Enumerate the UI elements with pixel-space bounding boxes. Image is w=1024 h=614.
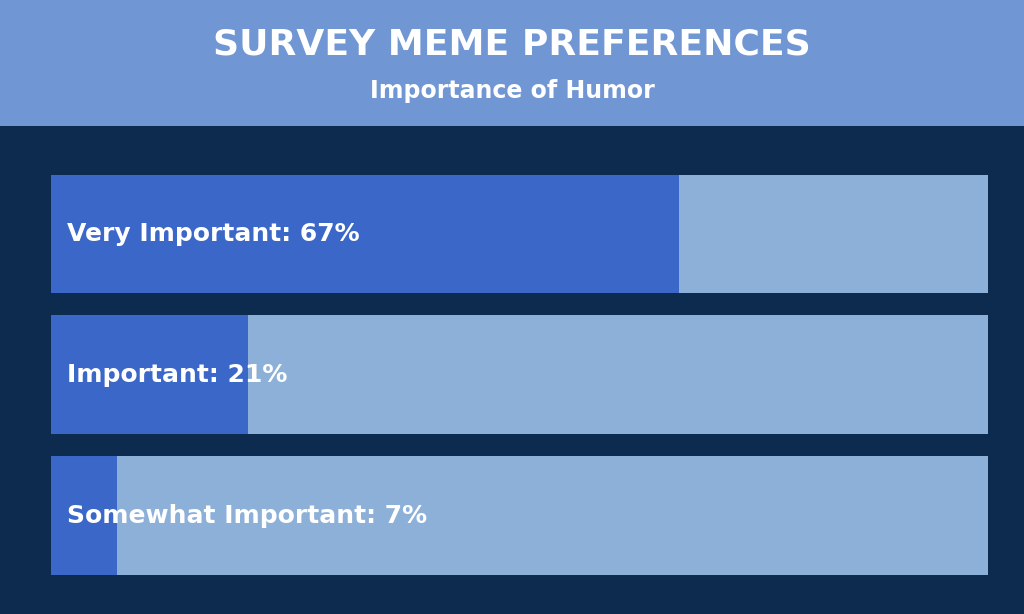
- Text: Important: 21%: Important: 21%: [67, 363, 287, 387]
- Bar: [0, 0, 1024, 126]
- Text: Somewhat Important: 7%: Somewhat Important: 7%: [67, 503, 427, 527]
- Text: SURVEY MEME PREFERENCES: SURVEY MEME PREFERENCES: [213, 27, 811, 61]
- Bar: [51, 174, 988, 293]
- Bar: [51, 316, 248, 434]
- Bar: [51, 174, 679, 293]
- Text: Importance of Humor: Importance of Humor: [370, 79, 654, 103]
- Bar: [51, 456, 117, 575]
- Bar: [51, 316, 988, 434]
- Bar: [51, 456, 988, 575]
- Text: Very Important: 67%: Very Important: 67%: [67, 222, 359, 246]
